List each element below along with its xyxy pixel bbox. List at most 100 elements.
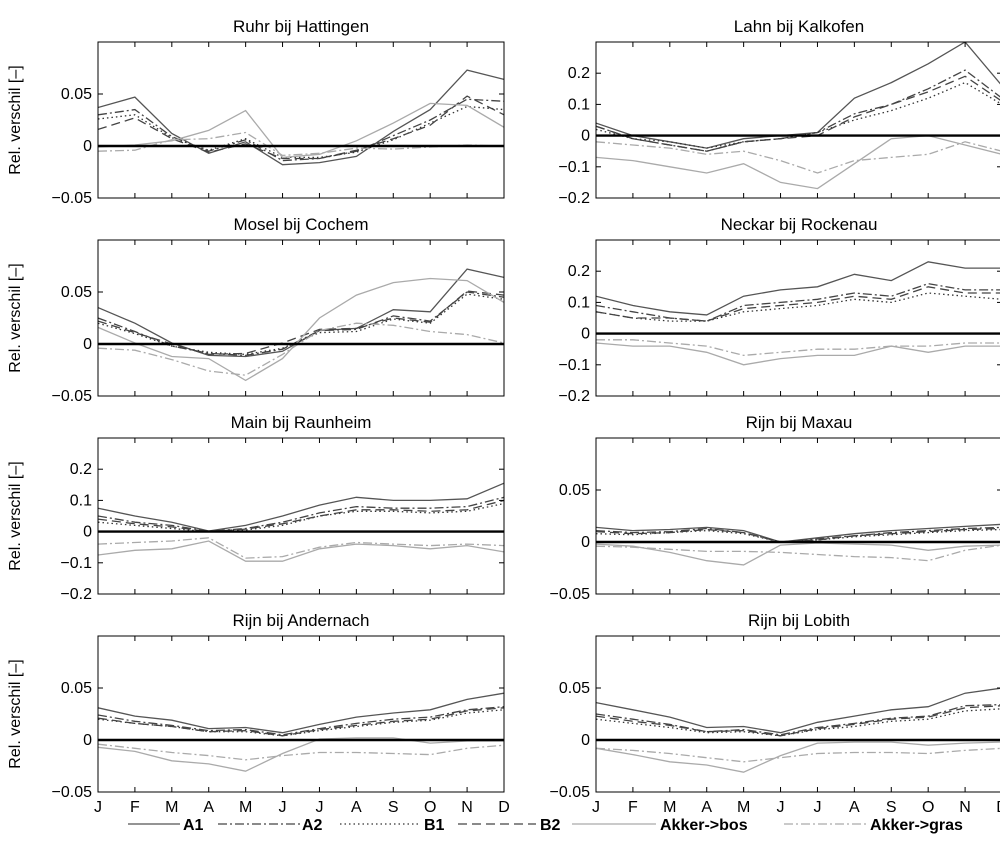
series-line-a1: [98, 69, 504, 166]
x-tick-label: N: [959, 799, 971, 816]
series-line-b2: [596, 705, 1000, 737]
x-tick-label: F: [130, 799, 140, 816]
x-tick-label: D: [996, 799, 1000, 816]
series-line-a2: [98, 98, 504, 162]
series-line-akker-bos: [596, 134, 1000, 190]
subplot-title: Rijn bij Andernach: [232, 611, 369, 630]
x-tick-label: J: [592, 799, 600, 816]
y-tick-label: −0.1: [558, 357, 590, 374]
x-tick-label: J: [279, 799, 287, 816]
axes-frame: [595, 41, 1000, 199]
y-tick-label: 0: [581, 128, 590, 145]
legend-label: Akker->bos: [660, 817, 748, 834]
subplot-mosel-bij-cochem: Mosel bij Cochem −0.05 0 0.05 Rel. verschil …: [7, 215, 505, 405]
series-line-a2: [98, 291, 504, 357]
y-tick-label: −0.2: [558, 190, 590, 207]
series-line-b1: [596, 528, 1000, 543]
series-line-akker-gras: [596, 544, 1000, 562]
axes-frame: [595, 635, 1000, 793]
series-line-b1: [98, 293, 504, 356]
y-axis-label: Rel. verschil [–]: [7, 659, 24, 768]
legend-label: A1: [183, 817, 204, 834]
series-line-b2: [98, 499, 504, 533]
y-tick-label: 0.2: [568, 263, 590, 280]
series-line-akker-gras: [596, 141, 1000, 174]
y-tick-label: 0.05: [61, 284, 92, 301]
series-line-b1: [596, 708, 1000, 737]
subplot-title: Main bij Raunheim: [231, 413, 372, 432]
subplot-title: Neckar bij Rockenau: [721, 215, 878, 234]
y-tick-label: 0.2: [568, 65, 590, 82]
series-line-akker-gras: [596, 339, 1000, 357]
axes-frame: [97, 635, 505, 793]
series-line-b1: [98, 105, 504, 159]
series-line-b2: [98, 290, 504, 356]
series-group: [596, 42, 1000, 190]
x-tick-label: O: [922, 799, 934, 816]
y-tick-label: 0.1: [568, 96, 590, 113]
x-tick-label: S: [388, 799, 399, 816]
series-line-a1: [98, 692, 504, 734]
subplot-rijn-bij-maxau: Rijn bij Maxau −0.05 0 0.05: [550, 413, 1000, 603]
y-tick-label: −0.05: [52, 388, 93, 405]
series-group: [98, 69, 504, 166]
series-group: [596, 523, 1000, 566]
series-group: [98, 692, 504, 772]
axes-frame: [595, 437, 1000, 595]
subplot-ruhr-bij-hattingen: Ruhr bij Hattingen −0.05 0 0.05 Rel. verschi…: [7, 17, 505, 207]
y-tick-label: 0.05: [61, 86, 92, 103]
y-tick-label: −0.05: [52, 784, 93, 801]
y-tick-label: −0.05: [550, 586, 591, 603]
y-tick-label: 0.1: [70, 492, 92, 509]
y-tick-label: 0.2: [70, 461, 92, 478]
legend-label: B2: [540, 817, 561, 834]
series-line-akker-bos: [596, 542, 1000, 566]
x-tick-label: M: [239, 799, 252, 816]
legend-label: A2: [302, 817, 323, 834]
x-tick-label: A: [203, 799, 214, 816]
legend-entry-a1: A1: [128, 817, 204, 834]
legend-entry-b2: B2: [458, 817, 561, 834]
series-line-a1: [596, 261, 1000, 316]
y-tick-label: −0.05: [52, 190, 93, 207]
series-line-akker-bos: [98, 102, 504, 159]
x-tick-label: M: [663, 799, 676, 816]
x-tick-label: A: [351, 799, 362, 816]
y-tick-label: 0: [581, 534, 590, 551]
subplot-title: Rijn bij Lobith: [748, 611, 850, 630]
series-line-b1: [98, 709, 504, 737]
series-line-a2: [596, 704, 1000, 736]
x-tick-label: O: [424, 799, 436, 816]
axes-frame: [97, 239, 505, 397]
series-line-akker-gras: [98, 537, 504, 559]
y-tick-label: 0: [83, 524, 92, 541]
series-line-a2: [98, 706, 504, 736]
subplot-neckar-bij-rockenau: Neckar bij Rockenau −0.2 −0.1 0 0.1 0.2: [558, 215, 1000, 405]
axes-frame: [595, 239, 1000, 397]
legend-entry-akker-gras: Akker->gras: [784, 817, 963, 834]
series-line-b2: [596, 75, 1000, 152]
y-tick-label: 0: [83, 336, 92, 353]
y-tick-label: 0: [83, 138, 92, 155]
series-line-b2: [98, 95, 504, 160]
y-axis-label: Rel. verschil [–]: [7, 461, 24, 570]
subplot-main-bij-raunheim: Main bij Raunheim −0.2 −0.1 0 0.1 0.2 Rel. ver…: [7, 413, 505, 603]
legend-entry-b1: B1: [340, 817, 445, 834]
series-line-a1: [98, 268, 504, 358]
subplot-lahn-bij-kalkofen: Lahn bij Kalkofen −0.2 −0.1 0 0.1 0.2: [558, 17, 1000, 207]
x-tick-label: J: [813, 799, 821, 816]
x-tick-label: J: [315, 799, 323, 816]
y-tick-label: 0: [581, 326, 590, 343]
y-tick-label: 0.05: [559, 680, 590, 697]
y-tick-label: 0.05: [559, 482, 590, 499]
series-line-a1: [98, 482, 504, 532]
x-tick-label: N: [461, 799, 473, 816]
x-tick-label: M: [165, 799, 178, 816]
y-tick-label: −0.1: [60, 555, 92, 572]
series-line-a1: [596, 42, 1000, 149]
series-line-akker-gras: [98, 131, 504, 157]
axes-frame: [97, 437, 505, 595]
x-tick-label: J: [94, 799, 102, 816]
